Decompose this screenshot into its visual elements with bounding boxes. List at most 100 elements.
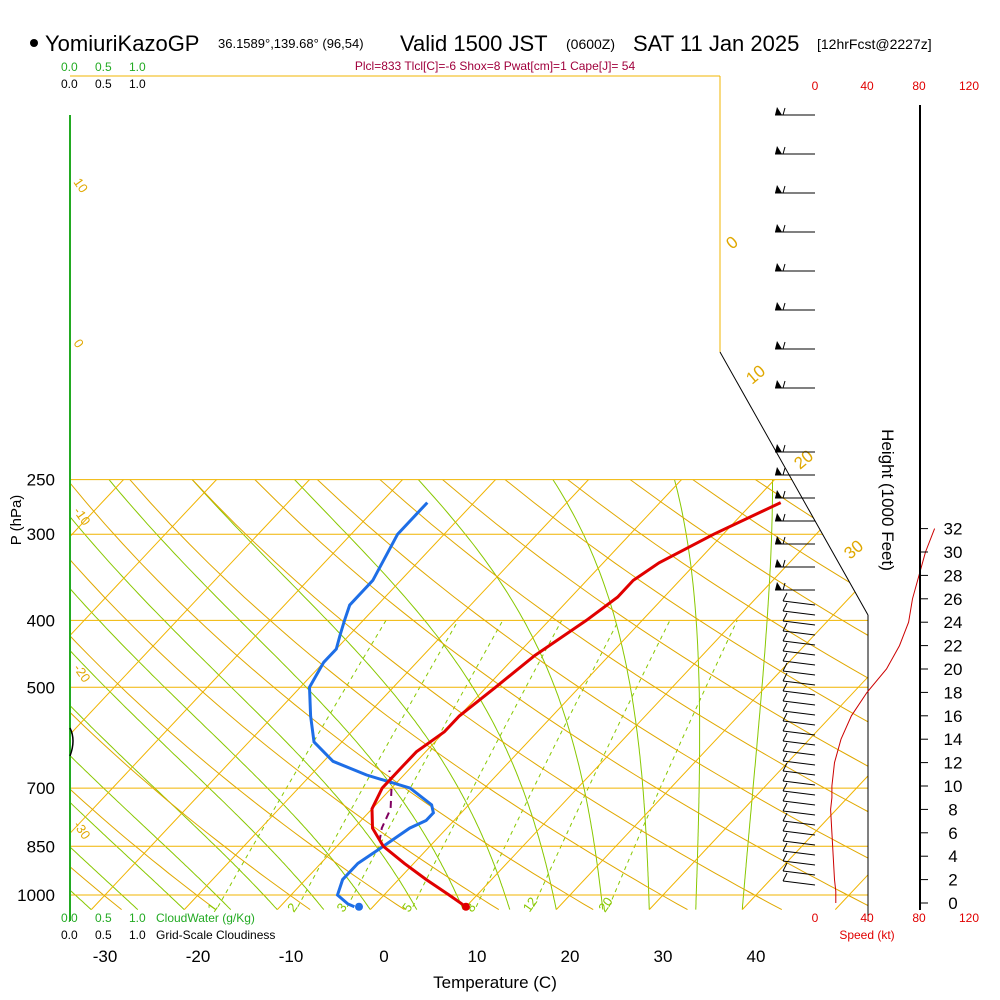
wind-barb-flag: [782, 742, 788, 752]
wind-barb-flag: [782, 772, 788, 782]
temp-tick-0: 0: [379, 947, 388, 966]
speed-tick-bottom-2: 80: [912, 911, 926, 925]
moist-adiabat-25: [417, 479, 604, 910]
wind-barb: [775, 107, 815, 116]
wind-barb: [782, 802, 816, 816]
wind-barb: [782, 872, 816, 886]
cloudiness-scale-bottom-2: 1.0: [129, 928, 146, 942]
wind-barb: [782, 832, 816, 846]
moist-adiabat--10: [70, 479, 278, 910]
cloudiness-scale-bottom-0: 0.0: [61, 928, 78, 942]
wind-barb-flag: [782, 752, 788, 762]
cloud-scale-bottom-0: 0.0: [61, 911, 78, 925]
speed-tick-bottom-1: 40: [860, 911, 874, 925]
speed-tick-top-1: 40: [860, 79, 874, 93]
cloud-scale-top-0: 0.0: [61, 60, 78, 74]
temperature-trace: [370, 501, 782, 909]
zulu-time: (0600Z): [566, 36, 615, 52]
mixing-ratio-line-5: [412, 620, 563, 908]
dry-adiabat-383: [629, 479, 868, 911]
wind-barb-pennant: [775, 185, 782, 193]
plot-area: [70, 479, 1000, 911]
wind-barb-flag: [782, 263, 786, 272]
isotherm--60: [70, 479, 217, 910]
wind-barb-flag: [782, 852, 788, 862]
station-coords: 36.1589°,139.68° (96,54): [218, 36, 364, 51]
moist-adiabat--20: [70, 479, 185, 910]
wind-barb-shaft: [782, 830, 816, 836]
wind-barb: [782, 862, 816, 876]
wind-barb-flag: [782, 107, 786, 116]
station-name: YomiuriKazoGP: [45, 31, 199, 56]
wind-barb-flag: [782, 872, 788, 882]
dry-adiabat-323: [254, 479, 868, 911]
wind-barb-pennant: [775, 380, 782, 388]
cloud-scale-bottom-2: 1.0: [129, 911, 146, 925]
wind-barb: [775, 341, 815, 350]
wind-barb-shaft: [782, 860, 816, 866]
wind-barb: [782, 722, 816, 736]
temp-tick--20: -20: [186, 947, 211, 966]
wind-barb-pennant: [775, 490, 782, 498]
temp-tick-10: 10: [468, 947, 487, 966]
wind-barb-flag: [782, 642, 788, 652]
wind-barb-flag: [782, 185, 786, 194]
wind-barb-pennant: [775, 444, 782, 452]
wind-barb: [775, 490, 815, 499]
dry-adiabat-293: [70, 479, 594, 911]
dry-adiabat-333: [317, 479, 868, 911]
pressure-tick-250: 250: [27, 471, 55, 490]
wind-barb: [782, 632, 816, 646]
wind-barb-flag: [782, 612, 788, 622]
height-tick-10: 10: [944, 777, 963, 796]
wind-barb: [782, 732, 816, 746]
wind-barb-shaft: [782, 780, 816, 786]
valid-time: Valid 1500 JST: [400, 31, 548, 56]
mixing-ratio-label: 20: [595, 894, 616, 914]
wind-barb-flag: [782, 862, 788, 872]
wind-barb-shaft: [782, 840, 816, 846]
cloud-scale-top-2: 1.0: [129, 60, 146, 74]
dry-adiabat-423: [881, 480, 1000, 910]
moist-adiabat-5: [70, 479, 418, 910]
dry-adiabat-283: [70, 479, 500, 911]
stability-indices: Plcl=833 Tlcl[C]=-6 Shox=8 Pwat[cm]=1 Ca…: [355, 59, 636, 73]
dry-adiabat-label: 20: [790, 446, 817, 473]
wind-barb: [782, 752, 816, 766]
dry-adiabat-label: 0: [722, 232, 741, 253]
wind-barb-flag: [782, 592, 788, 602]
moist-adiabat--25: [70, 479, 139, 910]
wind-barb: [775, 559, 815, 568]
wind-barb: [782, 602, 816, 616]
wind-barb-shaft: [782, 880, 816, 886]
wind-barb-flag: [782, 302, 786, 311]
wind-barb: [782, 682, 816, 696]
wind-barb: [782, 612, 816, 626]
moist-adiabat--15: [70, 479, 232, 910]
height-tick-24: 24: [944, 613, 963, 632]
pressure-tick-300: 300: [27, 525, 55, 544]
wind-barb-flag: [782, 812, 788, 822]
moist-adiabat-35: [674, 479, 701, 910]
wind-barb-pennant: [775, 107, 782, 115]
wind-barb-pennant: [775, 263, 782, 271]
wind-barb: [775, 185, 815, 194]
plot-border: [69, 75, 869, 921]
wind-barb-shaft: [782, 640, 816, 646]
wind-barb-flag: [782, 782, 788, 792]
isotherm--10: [276, 479, 682, 910]
wind-barb-flag: [782, 513, 786, 522]
dry-adiabat-353: [442, 479, 868, 911]
dry-adiabat-303: [129, 479, 688, 911]
dry-adiabat-label: 0: [71, 336, 87, 351]
wind-barb-shaft: [782, 750, 816, 756]
isotherm-0: [369, 479, 775, 910]
height-tick-4: 4: [948, 847, 957, 866]
temp-tick--10: -10: [279, 947, 304, 966]
dry-adiabat-label: 10: [71, 175, 92, 195]
mixing-ratio-label: 2: [284, 900, 300, 915]
wind-barb: [782, 842, 816, 856]
mixing-ratio-label: 12: [520, 894, 541, 914]
isotherm--20: [183, 479, 589, 910]
wind-barb: [782, 762, 816, 776]
